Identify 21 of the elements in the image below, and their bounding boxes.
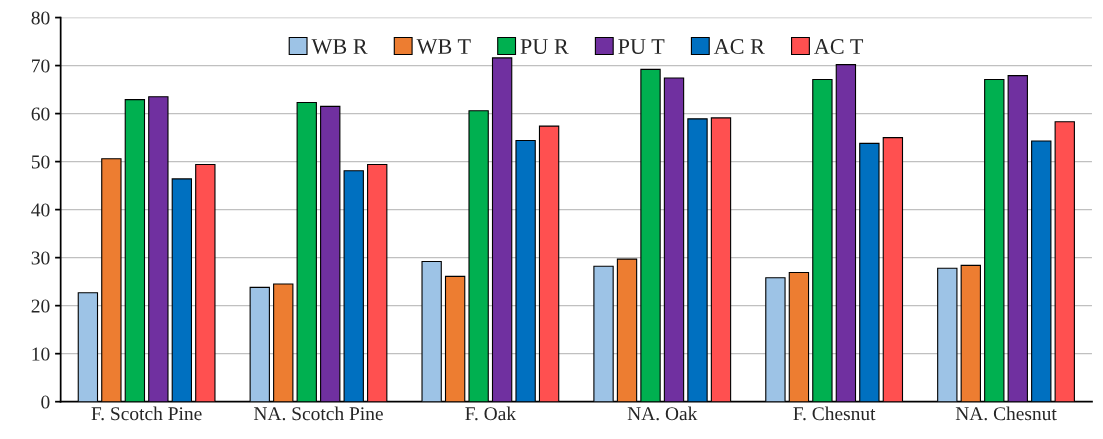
y-tick-label: 60 bbox=[31, 107, 50, 121]
legend-label: AC R bbox=[713, 39, 765, 54]
y-tick-label: 50 bbox=[31, 155, 50, 169]
y-tick-label: 70 bbox=[32, 59, 50, 73]
y-tick-label: 80 bbox=[31, 11, 50, 25]
x-tick-label: F. Oak bbox=[465, 406, 517, 421]
y-tick-label: 10 bbox=[32, 347, 50, 361]
legend-label: WB T bbox=[416, 39, 471, 55]
x-tick-label: F. Scotch Pine bbox=[91, 406, 202, 421]
x-tick-label: NA. Chesnut bbox=[955, 406, 1057, 421]
y-tick-label: 30 bbox=[31, 251, 50, 265]
x-tick-label: NA. Oak bbox=[627, 406, 698, 421]
legend-label: WB R bbox=[311, 39, 368, 55]
y-tick-label: 0 bbox=[41, 395, 50, 409]
legend-label: AC T bbox=[814, 39, 864, 54]
legend-label: PU R bbox=[520, 39, 569, 54]
y-tick-label: 20 bbox=[31, 299, 50, 313]
x-tick-label: NA. Scotch Pine bbox=[253, 406, 383, 421]
y-tick-label: 40 bbox=[31, 203, 50, 217]
x-tick-label: F. Chesnut bbox=[793, 406, 876, 421]
legend-label: PU T bbox=[618, 39, 665, 54]
